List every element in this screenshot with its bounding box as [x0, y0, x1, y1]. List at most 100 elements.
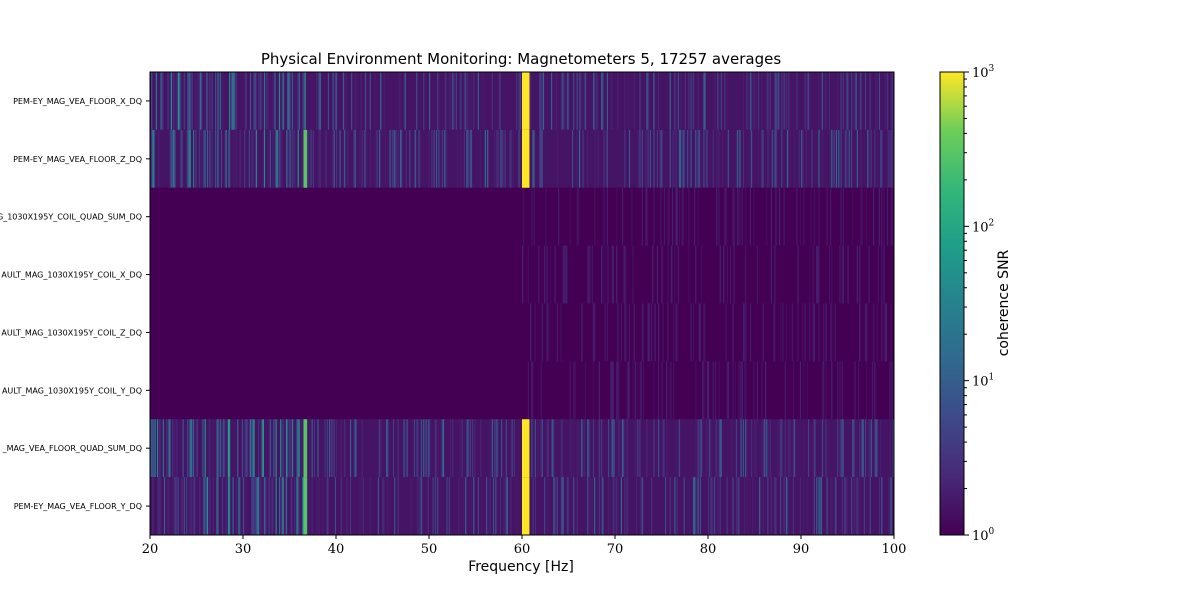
heatmap-cell — [273, 72, 275, 130]
heatmap-cell — [850, 72, 853, 130]
heatmap-cell — [653, 187, 655, 246]
heatmap-cell — [880, 129, 882, 188]
heatmap-cell — [645, 187, 647, 246]
heatmap-cell — [252, 419, 254, 478]
heatmap-cell — [518, 72, 520, 130]
heatmap-cell — [588, 419, 590, 478]
heatmap-cell — [318, 72, 320, 130]
heatmap-cell — [266, 72, 268, 130]
heatmap-cell — [714, 72, 717, 130]
heatmap-cell — [274, 419, 276, 478]
heatmap-cell — [206, 477, 209, 536]
heatmap-cell — [282, 72, 284, 130]
heatmap-cell — [831, 129, 833, 188]
heatmap-cell — [530, 303, 532, 362]
heatmap-cell — [484, 129, 486, 188]
heatmap-cell — [627, 477, 629, 536]
heatmap-cell — [656, 129, 659, 188]
heatmap-cell — [218, 129, 220, 188]
heatmap-cell — [545, 187, 547, 246]
row-label: PEM-EY_MAG_VEA_FLOOR_X_DQ — [13, 97, 142, 106]
heatmap-cell — [167, 477, 169, 536]
heatmap-cell — [609, 419, 611, 478]
heatmap-cell — [547, 419, 549, 478]
heatmap-cell — [874, 419, 876, 478]
heatmap-cell — [547, 477, 549, 536]
heatmap-cell — [598, 361, 600, 420]
heatmap-cell — [346, 477, 348, 536]
heatmap-cell — [841, 245, 843, 304]
heatmap-cell — [658, 303, 660, 362]
heatmap-cell — [193, 419, 195, 478]
heatmap-cell — [769, 419, 771, 478]
heatmap-cell — [653, 361, 655, 420]
heatmap-cell — [682, 187, 684, 246]
heatmap-cell — [735, 419, 738, 478]
heatmap-cell — [286, 129, 288, 188]
heatmap-cell — [569, 187, 571, 246]
line-feature-1-row-6 — [303, 419, 308, 478]
heatmap-cell — [173, 419, 175, 478]
heatmap-cell — [244, 72, 246, 130]
heatmap-cell — [661, 129, 663, 188]
heatmap-cell — [817, 245, 819, 304]
heatmap-cell — [704, 72, 706, 130]
heatmap-cell — [501, 129, 503, 188]
heatmap-cell — [189, 72, 191, 130]
heatmap-cell — [273, 419, 275, 478]
heatmap-cell — [152, 129, 154, 188]
heatmap-cell — [818, 187, 820, 246]
heatmap-cell — [270, 477, 273, 536]
heatmap-cell — [279, 72, 281, 130]
heatmap-cell — [154, 129, 156, 188]
heatmap-cell — [394, 477, 396, 536]
heatmap-cell — [336, 129, 338, 188]
heatmap-cell — [739, 187, 741, 246]
heatmap-cell — [594, 477, 596, 536]
heatmap-cell — [531, 419, 533, 478]
heatmap-cell — [676, 477, 678, 536]
heatmap-cell — [583, 419, 585, 478]
heatmap-cell — [313, 419, 316, 478]
heatmap-cell — [792, 72, 795, 130]
heatmap-cell — [804, 72, 806, 130]
heatmap-cell — [387, 477, 389, 536]
heatmap-cell — [877, 187, 879, 246]
heatmap-cell — [332, 419, 334, 478]
heatmap-cell — [168, 477, 170, 536]
heatmap-cell — [532, 129, 534, 188]
heatmap-cell — [534, 303, 536, 362]
heatmap-cell — [864, 303, 867, 362]
heatmap-cell — [774, 245, 776, 304]
heatmap-cell — [339, 129, 341, 188]
heatmap-cell — [671, 187, 674, 246]
heatmap-cell — [473, 72, 475, 130]
heatmap-cell — [777, 72, 779, 130]
heatmap-cell — [820, 477, 822, 536]
heatmap-cell — [302, 477, 304, 536]
heatmap-cell — [617, 361, 619, 420]
heatmap-cell — [606, 245, 609, 304]
heatmap-cell — [434, 477, 436, 536]
heatmap-cell — [287, 72, 289, 130]
heatmap-cell — [842, 419, 845, 478]
heatmap-cell — [573, 72, 575, 130]
heatmap-cell — [212, 477, 214, 536]
heatmap-cell — [150, 419, 152, 478]
heatmap-cell — [297, 419, 299, 478]
heatmap-cell — [173, 72, 175, 130]
heatmap-cell — [297, 72, 299, 130]
heatmap-cell — [302, 72, 304, 130]
heatmap-cell — [195, 72, 197, 130]
heatmap-cell — [577, 187, 579, 246]
heatmap-cell — [282, 419, 284, 478]
heatmap-cell — [413, 419, 416, 478]
heatmap-plot-area — [150, 72, 894, 536]
heatmap-cell — [663, 187, 665, 246]
heatmap-cell — [466, 72, 468, 130]
heatmap-cell — [284, 477, 287, 536]
heatmap-cell — [427, 419, 429, 478]
heatmap-cell — [287, 129, 289, 188]
heatmap-cell — [717, 72, 719, 130]
heatmap-cell — [862, 419, 864, 478]
